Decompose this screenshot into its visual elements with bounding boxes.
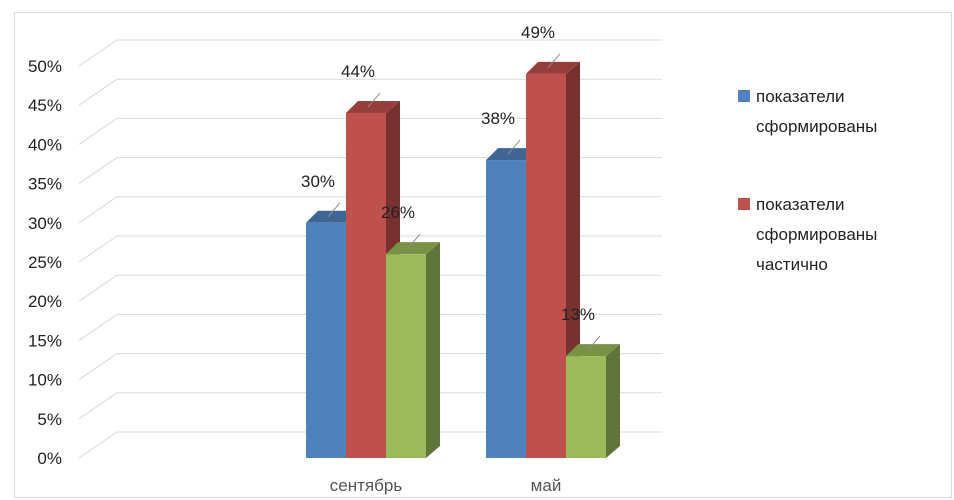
legend-label: сформированы (756, 117, 877, 136)
legend-label: показатели (756, 195, 845, 214)
gridline-diagonal (78, 78, 118, 106)
y-tick-label: 35% (28, 175, 62, 194)
bar-front (386, 254, 426, 458)
bar-side (606, 344, 620, 458)
y-tick-label: 0% (37, 449, 62, 468)
data-labels: 30% 44% 26% 38% 49% 13% (301, 23, 601, 351)
data-label: 30% (301, 172, 335, 191)
data-label: 38% (481, 109, 515, 128)
data-label-leader (587, 335, 601, 351)
bar (346, 101, 400, 458)
legend: показатели сформированы показатели сформиро… (738, 87, 877, 274)
y-tick-label: 45% (28, 96, 62, 115)
bar-side (426, 242, 440, 458)
legend-swatch (738, 198, 750, 210)
data-label-leader (507, 139, 521, 155)
gridline-diagonal (78, 274, 118, 302)
data-label-leader (407, 233, 421, 249)
gridline-diagonal (78, 392, 118, 420)
y-tick-label: 10% (28, 371, 62, 390)
gridline-diagonal (78, 157, 118, 185)
y-tick-label: 50% (28, 57, 62, 76)
y-tick-label: 30% (28, 214, 62, 233)
bar-front (486, 160, 526, 458)
gridline-diagonal (78, 235, 118, 263)
y-tick-label: 25% (28, 253, 62, 272)
bar (566, 344, 620, 458)
data-label: 44% (341, 62, 375, 81)
bar-front (566, 356, 606, 458)
bar-front (526, 73, 566, 458)
bar (386, 242, 440, 458)
data-label: 13% (561, 305, 595, 324)
gridline-diagonal (78, 39, 118, 67)
bar-front (346, 113, 386, 458)
x-category-label: сентябрь (330, 476, 403, 495)
bars (306, 61, 620, 459)
chart-frame (14, 12, 952, 498)
gridline-diagonal (78, 313, 118, 341)
legend-label: показатели (756, 87, 845, 106)
y-tick-label: 15% (28, 331, 62, 350)
y-axis-tick-labels: 0% 5% 10% 15% 20% 25% 30% 35% 40% 45% 50% (28, 57, 62, 468)
y-tick-label: 40% (28, 135, 62, 154)
y-tick-label: 5% (37, 410, 62, 429)
x-axis-category-labels: сентябрь май (330, 476, 562, 495)
gridline-diagonal (78, 353, 118, 381)
legend-label: частично (756, 255, 828, 274)
legend-swatch (738, 90, 750, 102)
gridline-diagonal (78, 117, 118, 145)
bar-front (306, 222, 346, 458)
bar-top (566, 344, 620, 357)
y-tick-label: 20% (28, 292, 62, 311)
data-label-leader (327, 202, 341, 218)
data-label-leader (367, 92, 381, 108)
bar-top (526, 61, 580, 74)
bar-top (346, 101, 400, 114)
x-category-label: май (531, 476, 562, 495)
legend-entry: показатели сформированы (738, 87, 877, 136)
gridline-diagonal (78, 196, 118, 224)
legend-label: сформированы (756, 225, 877, 244)
gridline-diagonal (78, 431, 118, 459)
data-label: 49% (521, 23, 555, 42)
legend-entry: показатели сформированы частично (738, 195, 877, 274)
data-label: 26% (381, 203, 415, 222)
bar-top (386, 242, 440, 255)
data-label-leader (547, 53, 561, 69)
